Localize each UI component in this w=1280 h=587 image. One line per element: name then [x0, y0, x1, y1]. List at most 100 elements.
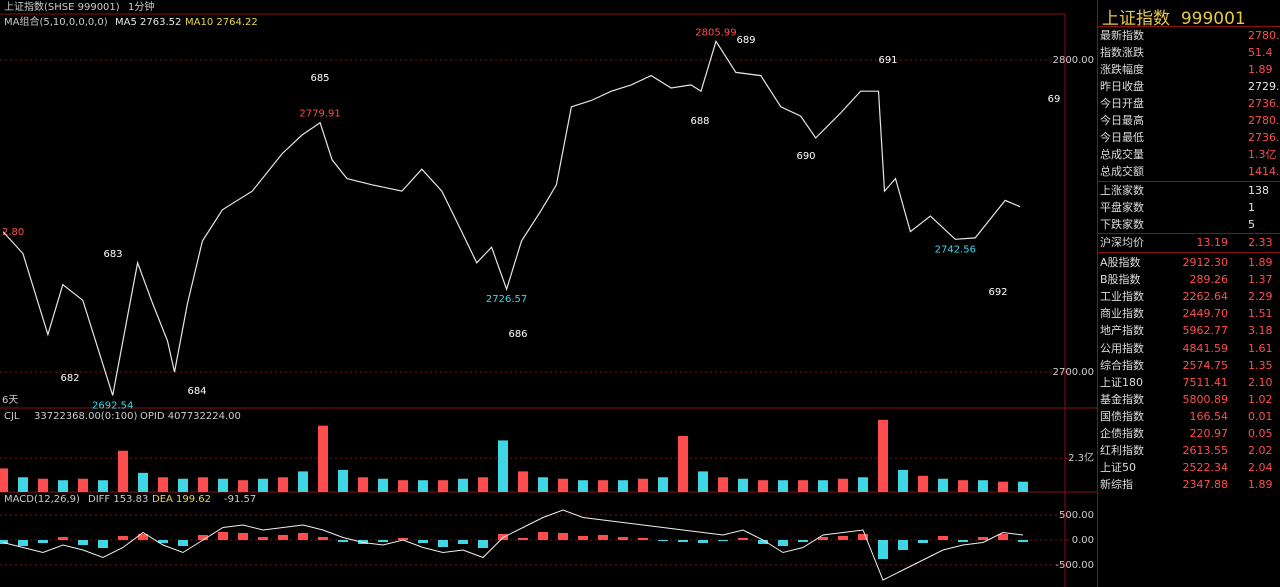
- wave-annotation: 683: [103, 249, 122, 260]
- index-row: A股指数 2912.30 1.89: [1098, 254, 1280, 271]
- wave-annotation: 684: [187, 386, 206, 397]
- volume-bar: [898, 469, 908, 492]
- macd-bar: [798, 540, 808, 542]
- volume-bar: [578, 480, 588, 492]
- volume-bar: [758, 480, 768, 492]
- row-label: 下跌家数: [1100, 218, 1144, 231]
- volume-bar: [778, 480, 788, 492]
- index-row: 新综指 2347.88 1.89: [1098, 476, 1280, 493]
- row-label: 上证180: [1100, 375, 1143, 389]
- volume-bar: [678, 436, 688, 492]
- wave-annotation: 691: [878, 55, 897, 66]
- macd-bar: [338, 540, 348, 542]
- index-row: 上证50 2522.34 2.04: [1098, 459, 1280, 476]
- row-label: 今日最低: [1100, 131, 1144, 144]
- row-value: 2736.3: [1248, 97, 1280, 110]
- macd-bar: [38, 540, 48, 543]
- macd-bar: [138, 534, 148, 540]
- macd-bar: [118, 536, 128, 540]
- macd-bar: [178, 540, 188, 546]
- volume-bar: [698, 471, 708, 492]
- row-value: 2729.4: [1248, 80, 1280, 93]
- row-value: 2912.30: [1182, 256, 1229, 269]
- separator: [1098, 26, 1280, 27]
- macd-bar: [278, 535, 288, 540]
- panel-title: 上证指数 999001: [1102, 4, 1246, 29]
- macd-bar: [558, 533, 568, 540]
- macd-bar: [898, 540, 908, 550]
- separator: [1098, 233, 1280, 234]
- row-value: 2449.70: [1182, 307, 1229, 321]
- volume-bar: [78, 478, 88, 492]
- volume-bar: [498, 440, 508, 492]
- row-label: 基金指数: [1100, 392, 1144, 406]
- macd-bar: [198, 535, 208, 540]
- quote-row: 总成交量 1.3亿: [1098, 146, 1280, 163]
- index-row: B股指数 289.26 1.37: [1098, 271, 1280, 288]
- macd-bar: [738, 538, 748, 540]
- wave-annotation: 686: [508, 329, 527, 340]
- opid-label: OPID 407732224.00: [140, 411, 241, 422]
- macd-bar: [618, 537, 628, 540]
- index-row: 基金指数 5800.89 1.02: [1098, 391, 1280, 408]
- wave-annotation: 690: [796, 151, 815, 162]
- row-value: 1.89: [1248, 63, 1273, 76]
- row-value: 2736.3: [1248, 131, 1280, 144]
- row-label: 公用指数: [1100, 341, 1144, 355]
- row-change: 1.61: [1248, 341, 1273, 355]
- row-label: 昨日收盘: [1100, 80, 1144, 93]
- quote-row: 总成交额 1414.3亿: [1098, 163, 1280, 180]
- row-value: 5800.89: [1182, 392, 1229, 406]
- wave-annotation: 69: [1048, 94, 1061, 105]
- volume-bar: [918, 475, 928, 492]
- macd-bar: [378, 540, 388, 542]
- period-selector[interactable]: 1分钟: [128, 0, 154, 13]
- index-row: 公用指数 4841.59 1.61: [1098, 340, 1280, 357]
- row-value: 2522.34: [1182, 461, 1229, 475]
- row-change: 3.18: [1248, 324, 1273, 338]
- row-value: 7511.41: [1182, 375, 1229, 389]
- row-value: 5: [1248, 218, 1255, 231]
- row-value: 166.54: [1189, 409, 1229, 423]
- volume-bar: [98, 480, 108, 492]
- wave-annotation: 682: [60, 373, 79, 384]
- macd-bar: [418, 540, 428, 543]
- index-row: 国债指数 166.54 0.01: [1098, 408, 1280, 425]
- row-label: 沪深均价: [1100, 236, 1144, 249]
- macd-bar: [298, 533, 308, 540]
- wave-annotation: 685: [310, 73, 329, 84]
- macd-bar: [698, 540, 708, 543]
- volume-bar: [238, 480, 248, 492]
- row-value: 1.3亿: [1248, 148, 1277, 161]
- macd-bar: [598, 535, 608, 540]
- y-tick-label: 2800.00: [1053, 55, 1094, 66]
- volume-bar: [178, 478, 188, 492]
- macd-bar: [218, 532, 228, 540]
- row-change: 1.89: [1248, 478, 1273, 492]
- row-value: 2613.55: [1182, 444, 1229, 458]
- macd-bar: [938, 536, 948, 540]
- index-row: 地产指数 5962.77 3.18: [1098, 322, 1280, 339]
- row-change: 2.29: [1248, 290, 1273, 304]
- macd-bar: [458, 540, 468, 544]
- row-value: 2780.9: [1248, 29, 1280, 42]
- quote-panel: 上证指数 999001 最新指数 2780.9 指数涨跌 51.4 涨跌幅度 1.89 昨日…: [1097, 0, 1280, 587]
- macd-bar: [718, 540, 728, 541]
- volume-bar: [158, 477, 168, 492]
- macd-bar: [58, 537, 68, 540]
- row-label: 最新指数: [1100, 29, 1144, 42]
- volume-bar: [378, 478, 388, 492]
- volume-bar: [878, 419, 888, 492]
- volume-bar: [858, 477, 868, 492]
- volume-bar: [738, 478, 748, 492]
- volume-bar: [258, 478, 268, 492]
- quote-row: 指数涨跌 51.4: [1098, 44, 1280, 61]
- volume-bar: [798, 480, 808, 492]
- row-value: 1: [1248, 201, 1255, 214]
- index-row: 工业指数 2262.64 2.29: [1098, 288, 1280, 305]
- row-change: 2.02: [1248, 444, 1273, 458]
- row-label: 企债指数: [1100, 427, 1144, 440]
- row-change: 1.89: [1248, 256, 1273, 269]
- volume-bar: [718, 477, 728, 492]
- ma10-label: MA10 2764.22: [185, 17, 258, 28]
